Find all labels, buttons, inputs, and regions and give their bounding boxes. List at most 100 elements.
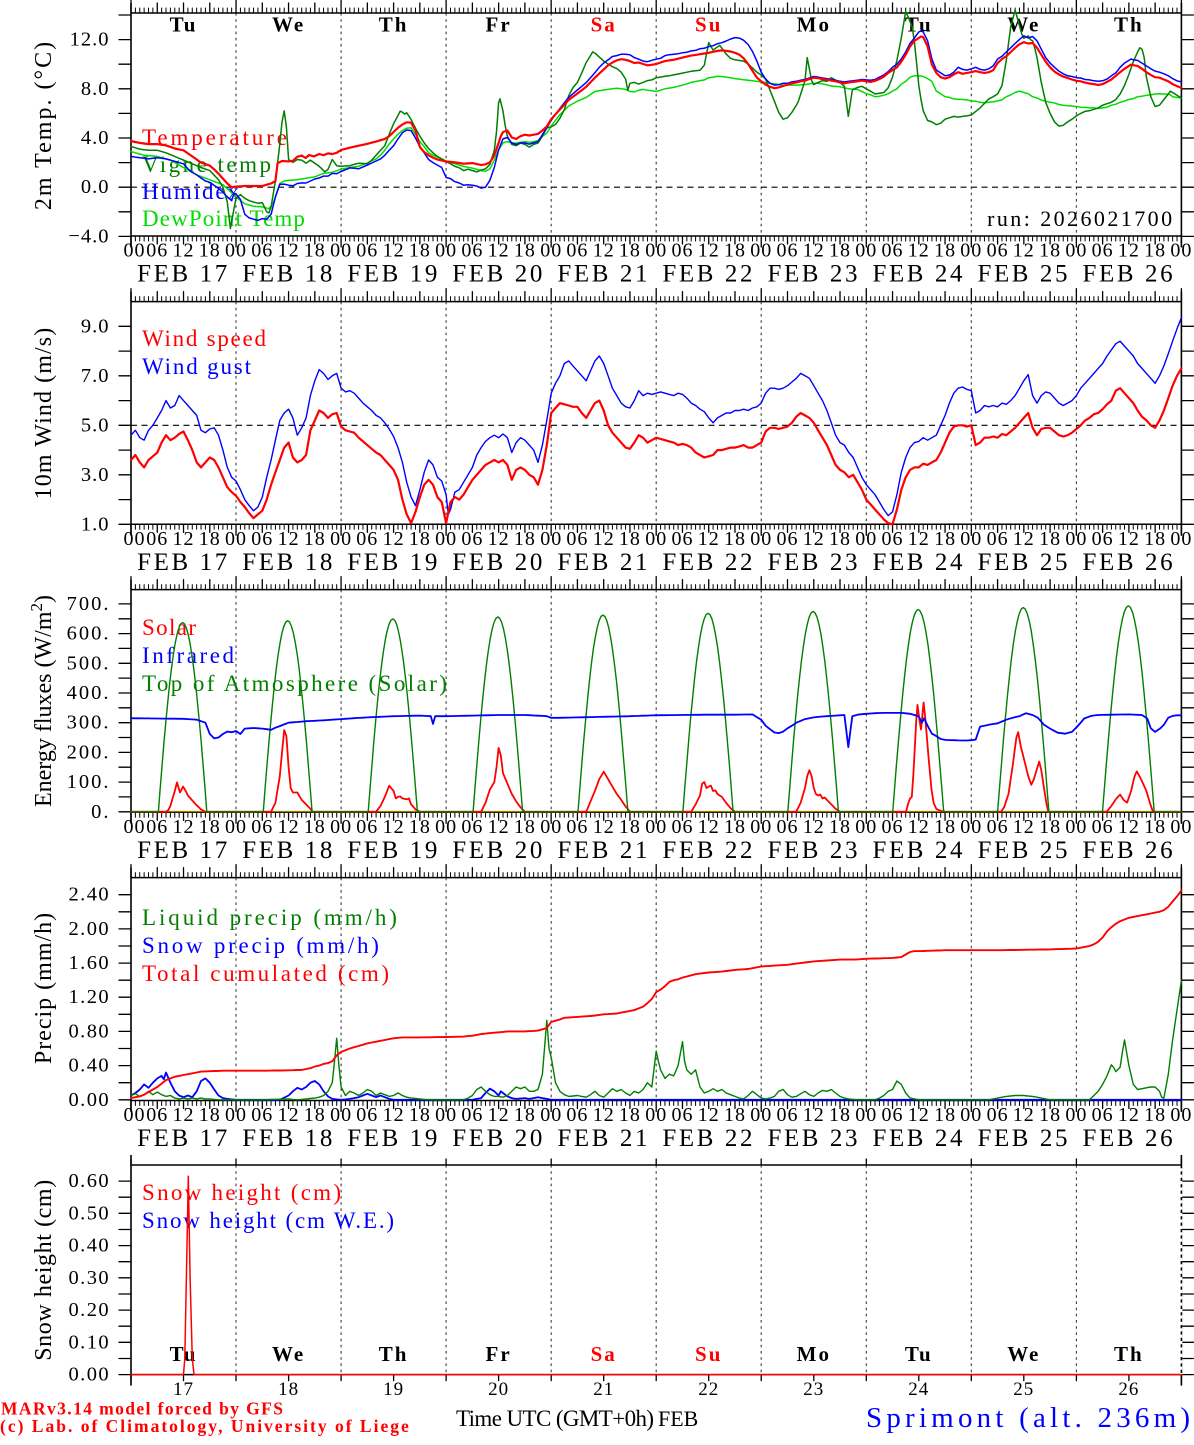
svg-text:00: 00 [855, 528, 877, 550]
svg-text:06: 06 [251, 816, 273, 838]
svg-text:FEB 17: FEB 17 [137, 549, 230, 576]
svg-text:06: 06 [672, 1104, 694, 1126]
svg-text:12: 12 [908, 240, 930, 262]
svg-text:Snow height (cm W.E.): Snow height (cm W.E.) [142, 1208, 396, 1233]
svg-text:FEB 18: FEB 18 [242, 1125, 335, 1152]
svg-text:00: 00 [540, 816, 562, 838]
svg-text:8.0: 8.0 [81, 78, 110, 100]
svg-text:Th: Th [379, 1342, 409, 1366]
svg-text:06: 06 [356, 240, 378, 262]
svg-text:06: 06 [461, 1104, 483, 1126]
svg-text:23: 23 [803, 1379, 824, 1400]
svg-text:12: 12 [1013, 816, 1035, 838]
svg-text:FEB 21: FEB 21 [557, 1125, 650, 1152]
svg-text:12: 12 [908, 816, 930, 838]
svg-text:We: We [272, 13, 305, 37]
svg-text:12: 12 [278, 240, 300, 262]
svg-text:2m Temp. (°C): 2m Temp. (°C) [31, 40, 57, 210]
svg-text:18: 18 [514, 1104, 536, 1126]
svg-text:00: 00 [435, 528, 457, 550]
svg-text:4.0: 4.0 [81, 127, 110, 149]
svg-text:0.00: 0.00 [69, 1089, 110, 1111]
svg-text:21: 21 [593, 1379, 614, 1400]
svg-text:00: 00 [960, 528, 982, 550]
svg-text:Sa: Sa [591, 13, 617, 37]
svg-text:00: 00 [330, 240, 352, 262]
svg-text:06: 06 [987, 240, 1009, 262]
svg-text:Wind gust: Wind gust [142, 354, 253, 379]
svg-text:12: 12 [383, 528, 405, 550]
svg-text:18: 18 [199, 240, 221, 262]
svg-text:06: 06 [882, 1104, 904, 1126]
svg-text:12: 12 [488, 816, 510, 838]
svg-text:Time UTC (GMT+0h): Time UTC (GMT+0h) [456, 1406, 653, 1431]
svg-text:12: 12 [173, 1104, 195, 1126]
svg-text:26: 26 [1118, 1379, 1139, 1400]
svg-text:Energy fluxes (W/m2): Energy fluxes (W/m2) [27, 595, 57, 807]
svg-text:00: 00 [225, 816, 247, 838]
svg-text:06: 06 [987, 1104, 1009, 1126]
svg-text:FEB 26: FEB 26 [1083, 549, 1176, 576]
svg-text:Th: Th [1114, 1342, 1144, 1366]
svg-text:00: 00 [855, 1104, 877, 1126]
svg-text:7.0: 7.0 [81, 365, 110, 387]
svg-text:0.10: 0.10 [69, 1331, 110, 1353]
svg-text:0.40: 0.40 [69, 1235, 110, 1257]
svg-text:0.40: 0.40 [69, 1055, 110, 1077]
svg-text:00: 00 [960, 1104, 982, 1126]
svg-text:FEB 17: FEB 17 [137, 261, 230, 288]
svg-text:18: 18 [1144, 528, 1166, 550]
svg-text:00: 00 [1170, 816, 1192, 838]
svg-text:18: 18 [1144, 1104, 1166, 1126]
svg-text:MARv3.14 model forced by GFS: MARv3.14 model forced by GFS [1, 1398, 284, 1418]
svg-text:12: 12 [383, 816, 405, 838]
svg-text:Snow precip (mm/h): Snow precip (mm/h) [142, 933, 382, 958]
svg-text:06: 06 [1092, 528, 1114, 550]
svg-text:00: 00 [645, 240, 667, 262]
svg-text:06: 06 [882, 816, 904, 838]
svg-text:06: 06 [356, 1104, 378, 1126]
svg-text:06: 06 [146, 816, 168, 838]
svg-text:0.20: 0.20 [69, 1299, 110, 1321]
svg-text:00: 00 [124, 240, 146, 262]
svg-text:00: 00 [645, 816, 667, 838]
svg-text:25: 25 [1013, 1379, 1034, 1400]
svg-text:00: 00 [540, 1104, 562, 1126]
svg-text:300.: 300. [67, 712, 111, 734]
svg-text:06: 06 [777, 528, 799, 550]
svg-text:FEB 21: FEB 21 [557, 261, 650, 288]
svg-text:18: 18 [619, 240, 641, 262]
svg-text:06: 06 [566, 240, 588, 262]
svg-text:06: 06 [461, 816, 483, 838]
svg-text:18: 18 [619, 1104, 641, 1126]
svg-text:00: 00 [855, 816, 877, 838]
svg-text:00: 00 [225, 1104, 247, 1126]
svg-text:18: 18 [409, 816, 431, 838]
svg-text:18: 18 [934, 528, 956, 550]
svg-text:22: 22 [698, 1379, 719, 1400]
svg-text:18: 18 [199, 1104, 221, 1126]
svg-text:18: 18 [278, 1379, 299, 1400]
svg-text:10m Wind (m/s): 10m Wind (m/s) [31, 327, 57, 500]
svg-text:FEB 24: FEB 24 [872, 549, 965, 576]
svg-text:Infrared: Infrared [142, 643, 237, 668]
svg-text:400.: 400. [67, 682, 111, 704]
svg-text:Mo: Mo [797, 1342, 831, 1366]
svg-text:18: 18 [409, 528, 431, 550]
svg-text:12: 12 [593, 240, 615, 262]
svg-text:Th: Th [379, 13, 409, 37]
svg-text:12: 12 [593, 1104, 615, 1126]
svg-text:12: 12 [593, 528, 615, 550]
svg-text:00: 00 [645, 528, 667, 550]
svg-text:12: 12 [383, 1104, 405, 1126]
svg-text:12: 12 [698, 528, 720, 550]
svg-text:5.0: 5.0 [81, 414, 110, 436]
svg-text:06: 06 [882, 528, 904, 550]
svg-text:Top of Atmosphere (Solar): Top of Atmosphere (Solar) [142, 671, 449, 696]
svg-text:We: We [272, 1342, 305, 1366]
svg-text:18: 18 [724, 1104, 746, 1126]
svg-text:1.60: 1.60 [69, 952, 110, 974]
svg-text:FEB 20: FEB 20 [452, 261, 545, 288]
svg-text:06: 06 [251, 1104, 273, 1126]
svg-text:00: 00 [330, 528, 352, 550]
